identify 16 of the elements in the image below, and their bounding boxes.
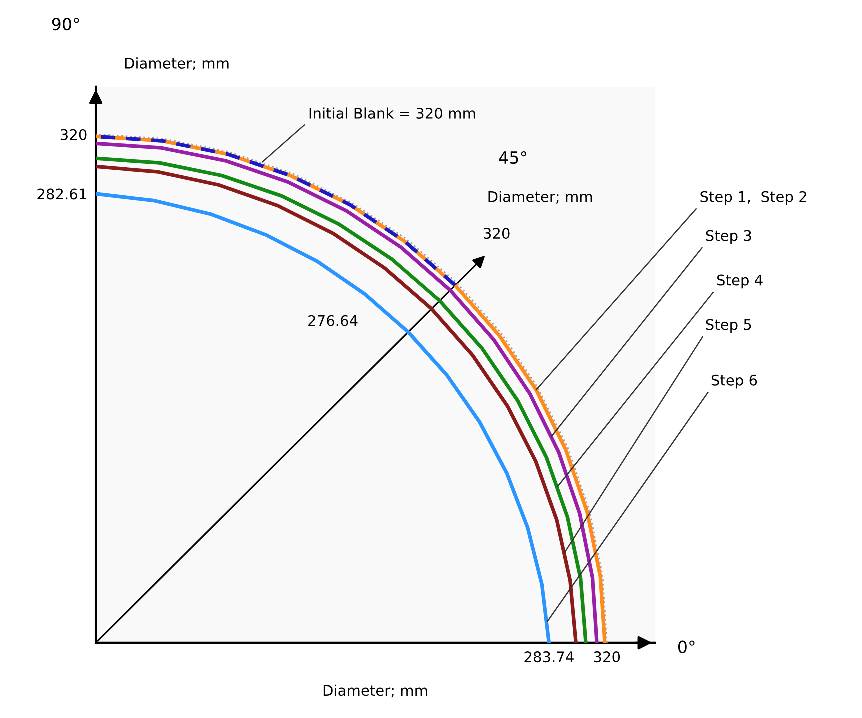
text: Step 3 [706,230,752,244]
annotation: Diameter; mm [488,191,592,204]
text: 0° [678,640,695,654]
text: Initial Blank = 320 mm [310,108,476,119]
y-axis-title: Diameter; mm [125,58,229,70]
text: Step 6 [712,374,758,389]
x-tick-label: 283.74 [524,652,574,663]
annotation: 320 [484,228,510,240]
text: 90° [52,18,80,31]
text: Step 1, Step 2 [700,191,806,206]
x-axis-title: Diameter; mm [324,684,428,698]
annotation: 276.64 [308,315,358,326]
text: Step 4 [717,274,763,289]
text: Step 5 [706,319,752,334]
y-tick-label: 282.61 [38,188,86,200]
annotation: 45° [499,151,526,164]
